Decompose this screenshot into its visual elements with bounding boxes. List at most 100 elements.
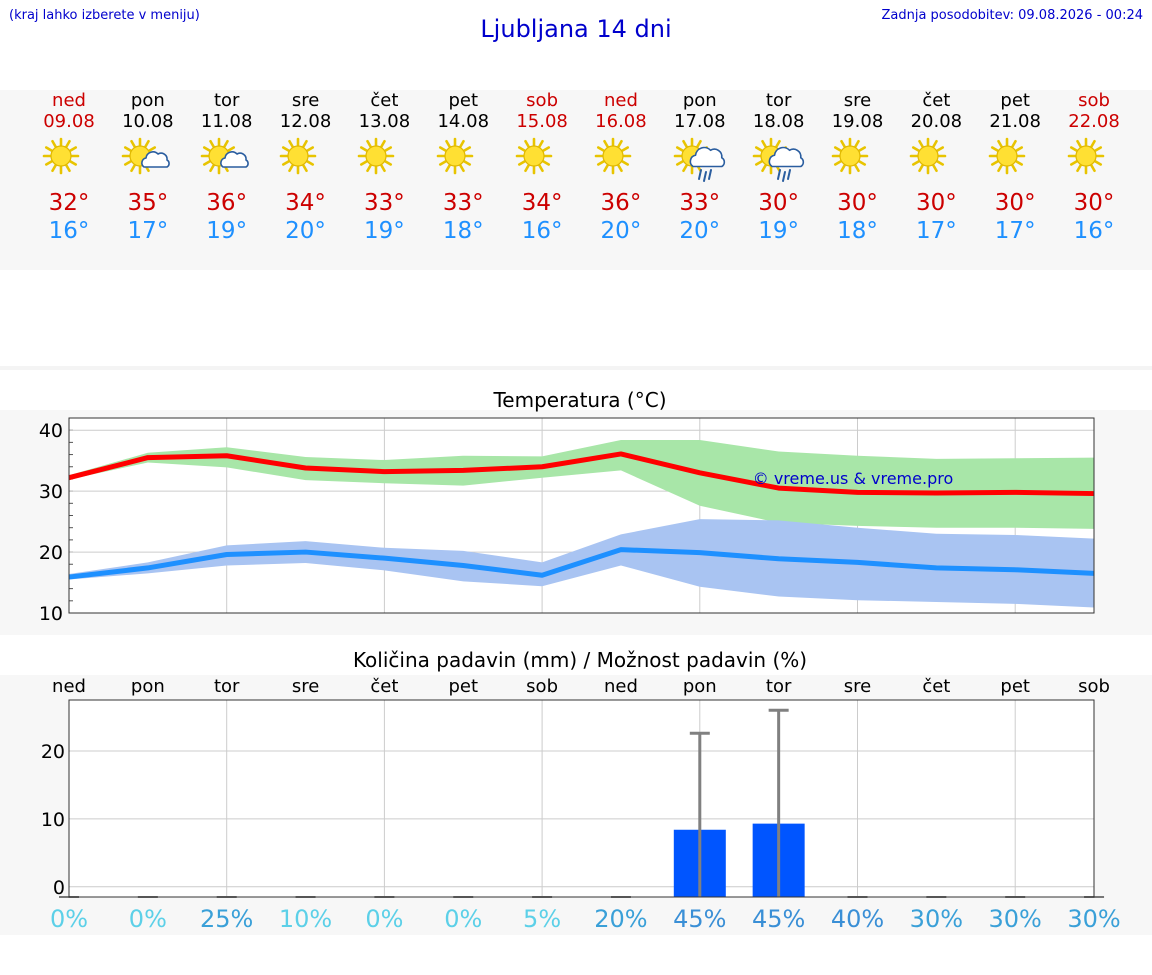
temperature-chart: 10 20 30 40 © vreme.us & vreme.pro xyxy=(39,417,1095,625)
sun-shape xyxy=(988,137,1026,175)
max-temp: 33° xyxy=(679,190,721,216)
day-name: sob xyxy=(1078,90,1110,111)
sun-icon xyxy=(42,137,80,175)
day-name: tor xyxy=(765,90,792,111)
max-temp: 30° xyxy=(1073,190,1115,216)
sun-shape xyxy=(436,137,474,175)
precip-day-label: ned xyxy=(52,676,86,697)
max-temp: 30° xyxy=(837,190,878,216)
day-column: ned 16.08 36° 20° xyxy=(581,90,661,245)
temperature-chart-title: Temperatura (°C) xyxy=(493,388,667,412)
max-temp: 30° xyxy=(758,190,800,216)
min-temp: 19° xyxy=(758,218,800,244)
max-temp: 36° xyxy=(206,190,248,216)
sun-rain-cloud-icon xyxy=(752,137,804,182)
precip-probability: 25% xyxy=(200,905,253,933)
rain-shape xyxy=(776,169,791,182)
precip-probability: 0% xyxy=(50,905,88,933)
precip-day-label: sob xyxy=(526,676,558,697)
sun-icon xyxy=(988,137,1026,175)
plot-frame xyxy=(68,699,1095,898)
day-name: čet xyxy=(370,90,399,111)
day-column: pon 10.08 35° 17° xyxy=(108,90,188,245)
watermark: © vreme.us & vreme.pro xyxy=(753,469,954,488)
cloud-shape xyxy=(219,151,249,168)
sun-shape xyxy=(279,137,316,175)
min-temp: 16° xyxy=(521,218,563,244)
precip-probability: 0% xyxy=(444,905,482,933)
precip-probability: 40% xyxy=(831,905,884,933)
sun-icon xyxy=(436,137,474,175)
min-temp: 16° xyxy=(1073,218,1115,244)
sun-icon xyxy=(910,137,947,175)
day-name: sre xyxy=(843,90,872,111)
day-column: tor 11.08 36° 19° xyxy=(187,90,267,245)
sun-shape xyxy=(515,137,553,175)
precip-probability: 45% xyxy=(673,905,726,933)
min-temp: 18° xyxy=(837,218,878,244)
precip-day-label: sob xyxy=(1078,676,1110,697)
precip-probability: 30% xyxy=(1067,905,1120,933)
day-column: čet 13.08 33° 19° xyxy=(344,90,424,245)
precip-day-label: pet xyxy=(1000,676,1030,697)
location-hint: (kraj lahko izberete v meniju) xyxy=(9,8,200,23)
max-temp: 30° xyxy=(994,190,1036,216)
cloud-shape xyxy=(768,146,804,168)
day-name: sre xyxy=(291,90,320,111)
day-date: 14.08 xyxy=(437,111,490,132)
sun-icon xyxy=(1067,137,1105,175)
day-column: pon 17.08 33° 20° xyxy=(660,90,740,245)
precip-probability: 20% xyxy=(594,905,647,933)
min-temp: 19° xyxy=(206,218,248,244)
precip-day-label: ned xyxy=(604,676,638,697)
day-column: sre 12.08 34° 20° xyxy=(266,90,346,245)
y-tick-label: 40 xyxy=(39,420,63,442)
sun-icon xyxy=(831,137,868,175)
sun-cloud-icon xyxy=(200,137,249,175)
min-temp: 20° xyxy=(600,218,642,244)
precip-day-label: tor xyxy=(214,676,240,697)
day-date: 12.08 xyxy=(279,111,332,132)
plot-frame xyxy=(68,417,1095,614)
plot-background xyxy=(69,700,1094,897)
precip-day-label: sre xyxy=(844,676,871,697)
max-temp: 33° xyxy=(364,190,405,216)
sun-shape xyxy=(594,137,632,175)
day-column: sob 15.08 34° 16° xyxy=(502,90,582,245)
rain-shape xyxy=(697,169,712,182)
y-tick-label: 20 xyxy=(39,542,63,564)
day-date: 11.08 xyxy=(200,111,253,132)
precip-day-label: pon xyxy=(683,676,717,697)
min-temp: 18° xyxy=(442,218,484,244)
y-tick-label: 0 xyxy=(53,877,65,899)
day-column: sre 19.08 30° 18° xyxy=(818,90,898,245)
sun-shape xyxy=(1067,137,1105,175)
cloud-shape xyxy=(689,146,725,168)
precip-day-label: sre xyxy=(292,676,319,697)
sun-icon xyxy=(594,137,632,175)
day-column: čet 20.08 30° 17° xyxy=(896,90,976,245)
max-temp: 35° xyxy=(127,190,169,216)
precipitation-chart-title: Količina padavin (mm) / Možnost padavin … xyxy=(352,648,808,672)
precip-probability: 45% xyxy=(752,905,805,933)
last-update: Zadnja posodobitev: 09.08.2026 - 00:24 xyxy=(881,8,1143,23)
day-date: 20.08 xyxy=(910,111,963,132)
day-name: čet xyxy=(922,90,951,111)
min-temp: 16° xyxy=(48,218,90,244)
min-temp: 20° xyxy=(285,218,326,244)
day-date: 21.08 xyxy=(989,111,1041,132)
y-tick-label: 10 xyxy=(41,809,65,831)
precipitation-chart: ned pon tor sre čet pet sob ned pon tor sre čet pet s… xyxy=(41,676,1121,933)
day-date: 09.08 xyxy=(43,111,95,132)
y-tick-label: 20 xyxy=(41,741,65,763)
precip-probability: 30% xyxy=(989,905,1042,933)
min-temp: 17° xyxy=(994,218,1036,244)
day-date: 17.08 xyxy=(674,111,726,132)
sun-rain-cloud-icon xyxy=(673,137,725,182)
day-name: pon xyxy=(130,90,165,111)
day-column: pet 21.08 30° 17° xyxy=(975,90,1055,245)
precip-probability: 5% xyxy=(523,905,561,933)
precip-day-label: tor xyxy=(766,676,792,697)
day-date: 19.08 xyxy=(831,111,884,132)
sun-icon xyxy=(358,137,395,175)
